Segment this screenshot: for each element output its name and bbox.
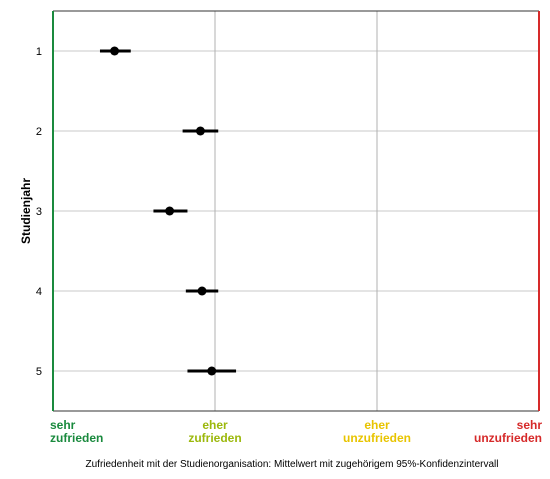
mean-point xyxy=(165,206,175,216)
x-axis-title: Zufriedenheit mit der Studienorganisatio… xyxy=(86,459,499,470)
x-tick-label-line: eher xyxy=(202,418,228,432)
mean-point xyxy=(110,46,120,56)
x-tick-label-line: eher xyxy=(364,418,390,432)
x-tick-label-line: zufrieden xyxy=(188,431,241,445)
x-tick-label: sehr unzufrieden xyxy=(474,418,542,445)
x-tick-label-line: unzufrieden xyxy=(343,431,411,445)
mean-point xyxy=(207,366,217,376)
y-axis-title: Studienjahr xyxy=(19,178,33,244)
y-tick-label: 4 xyxy=(36,286,42,298)
y-tick-label: 2 xyxy=(36,126,42,138)
x-tick-label-line: zufrieden xyxy=(50,431,103,445)
x-tick-label: eher zufrieden xyxy=(188,418,241,445)
mean-point xyxy=(195,126,205,136)
x-tick-label-line: sehr xyxy=(50,418,76,432)
y-tick-label: 3 xyxy=(36,206,42,218)
x-tick-label: eher unzufrieden xyxy=(343,418,411,445)
x-tick-label-line: unzufrieden xyxy=(474,431,542,445)
y-tick-label: 1 xyxy=(36,46,42,58)
mean-point xyxy=(197,286,207,296)
x-tick-label: sehr zufrieden xyxy=(50,418,103,445)
y-tick-label: 5 xyxy=(36,366,42,378)
x-tick-label-line: sehr xyxy=(517,418,543,432)
